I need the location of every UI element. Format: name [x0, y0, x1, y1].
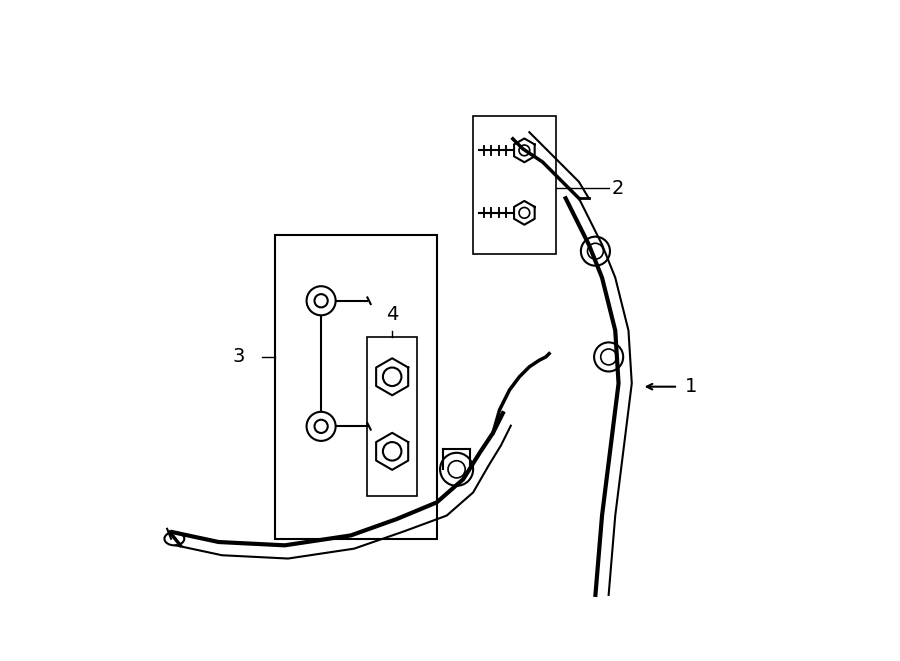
- Circle shape: [307, 286, 336, 315]
- Text: 2: 2: [612, 179, 625, 198]
- Bar: [367, 337, 417, 496]
- Circle shape: [307, 412, 336, 441]
- Bar: [274, 235, 436, 539]
- Bar: [473, 116, 556, 254]
- Circle shape: [519, 145, 530, 156]
- Circle shape: [314, 420, 328, 433]
- Circle shape: [440, 453, 473, 486]
- Text: 3: 3: [233, 348, 245, 366]
- Circle shape: [594, 342, 623, 371]
- Circle shape: [519, 208, 530, 218]
- Circle shape: [382, 368, 401, 386]
- Text: 1: 1: [685, 377, 697, 396]
- Circle shape: [448, 461, 465, 478]
- Circle shape: [580, 237, 610, 266]
- Text: 4: 4: [386, 305, 399, 324]
- Circle shape: [588, 243, 603, 259]
- Circle shape: [382, 442, 401, 461]
- Circle shape: [314, 294, 328, 307]
- Circle shape: [600, 349, 617, 365]
